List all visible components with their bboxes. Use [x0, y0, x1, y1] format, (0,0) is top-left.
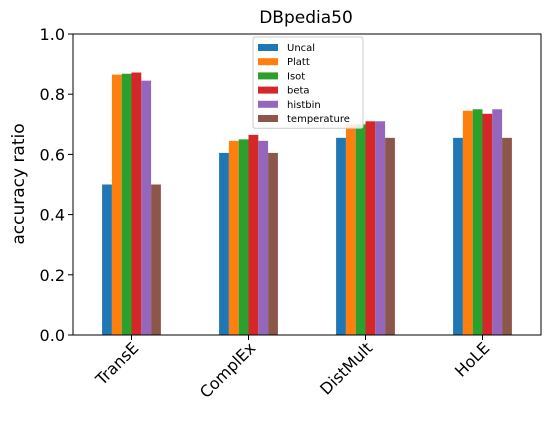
x-tick-label: HoLE	[451, 338, 493, 380]
plot-frame	[72, 33, 542, 336]
bar-platt-transe	[111, 74, 122, 335]
bar-temperature-distmult	[385, 137, 395, 335]
bar-isot-hole	[472, 109, 483, 335]
bar-isot-transe	[121, 73, 132, 336]
bar-isot-complex	[238, 139, 249, 335]
bar-temperature-complex	[268, 152, 278, 335]
bar-temperature-hole	[502, 137, 512, 335]
legend-swatch-platt	[258, 58, 278, 66]
bar-platt-complex	[228, 140, 239, 335]
bar-beta-complex	[248, 134, 259, 335]
legend-label-temperature: temperature	[287, 114, 350, 125]
bar-isot-distmult	[355, 124, 366, 335]
bar-histbin-complex	[258, 140, 269, 335]
x-tick-label: TransE	[91, 338, 142, 389]
x-tick-label: ComplEx	[196, 338, 259, 401]
bar-platt-hole	[462, 110, 473, 335]
legend-box	[252, 36, 364, 129]
legend-label-beta: beta	[287, 86, 310, 97]
bar-histbin-hole	[492, 109, 503, 335]
bar-uncal-distmult	[336, 137, 346, 335]
legend-swatch-isot	[258, 72, 278, 80]
bar-beta-transe	[131, 72, 142, 335]
y-tick-label: 0.6	[40, 145, 65, 164]
legend: Uncal Platt Isot beta histbin temperature	[252, 36, 364, 129]
bar-histbin-distmult	[375, 121, 386, 335]
chart-title: DBpedia50	[259, 8, 353, 28]
y-tick-label: 0.8	[40, 85, 65, 104]
legend-label-isot: Isot	[287, 71, 305, 82]
bar-uncal-hole	[453, 137, 463, 335]
bar-uncal-complex	[219, 152, 229, 335]
bar-histbin-transe	[141, 80, 152, 335]
y-axis-label: accuracy ratio	[9, 123, 29, 244]
bar-beta-hole	[482, 113, 493, 335]
legend-swatch-temperature	[258, 115, 278, 122]
y-tick-label: 1.0	[40, 25, 65, 44]
bar-beta-distmult	[365, 121, 376, 335]
x-axis: TransE ComplEx DistMult HoLE	[91, 335, 493, 402]
y-tick-label: 0.4	[40, 206, 65, 225]
legend-label-histbin: histbin	[287, 100, 321, 111]
bar-uncal-transe	[102, 184, 112, 335]
legend-swatch-histbin	[258, 100, 278, 108]
y-axis: 0.0 0.2 0.4 0.6 0.8 1.0	[40, 25, 73, 345]
legend-swatch-beta	[258, 86, 278, 94]
legend-label-uncal: Uncal	[287, 43, 315, 54]
bar-temperature-transe	[151, 184, 161, 335]
bar-platt-distmult	[345, 124, 356, 335]
legend-label-platt: Platt	[287, 57, 310, 68]
y-tick-label: 0.2	[40, 266, 65, 285]
y-tick-label: 0.0	[40, 326, 65, 345]
bars	[102, 72, 512, 336]
legend-swatch-uncal	[258, 44, 278, 51]
x-tick-label: DistMult	[316, 338, 376, 398]
